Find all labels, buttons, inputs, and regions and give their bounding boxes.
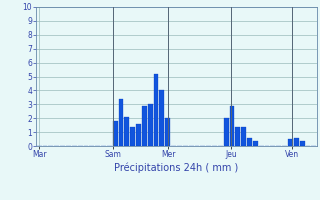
Bar (224, 118, 228, 146)
Bar (154, 74, 158, 146)
Bar (294, 138, 299, 146)
Bar (247, 138, 252, 146)
Bar (288, 139, 293, 146)
X-axis label: Précipitations 24h ( mm ): Précipitations 24h ( mm ) (114, 162, 239, 173)
Bar (148, 104, 153, 146)
Bar (124, 117, 129, 146)
Bar (113, 121, 117, 146)
Bar (253, 141, 258, 146)
Bar (142, 106, 147, 146)
Bar (241, 127, 246, 146)
Bar (165, 118, 170, 146)
Bar (130, 127, 135, 146)
Bar (119, 99, 124, 146)
Bar (300, 141, 305, 146)
Bar (229, 106, 235, 146)
Bar (136, 124, 141, 146)
Bar (159, 90, 164, 146)
Bar (236, 127, 240, 146)
